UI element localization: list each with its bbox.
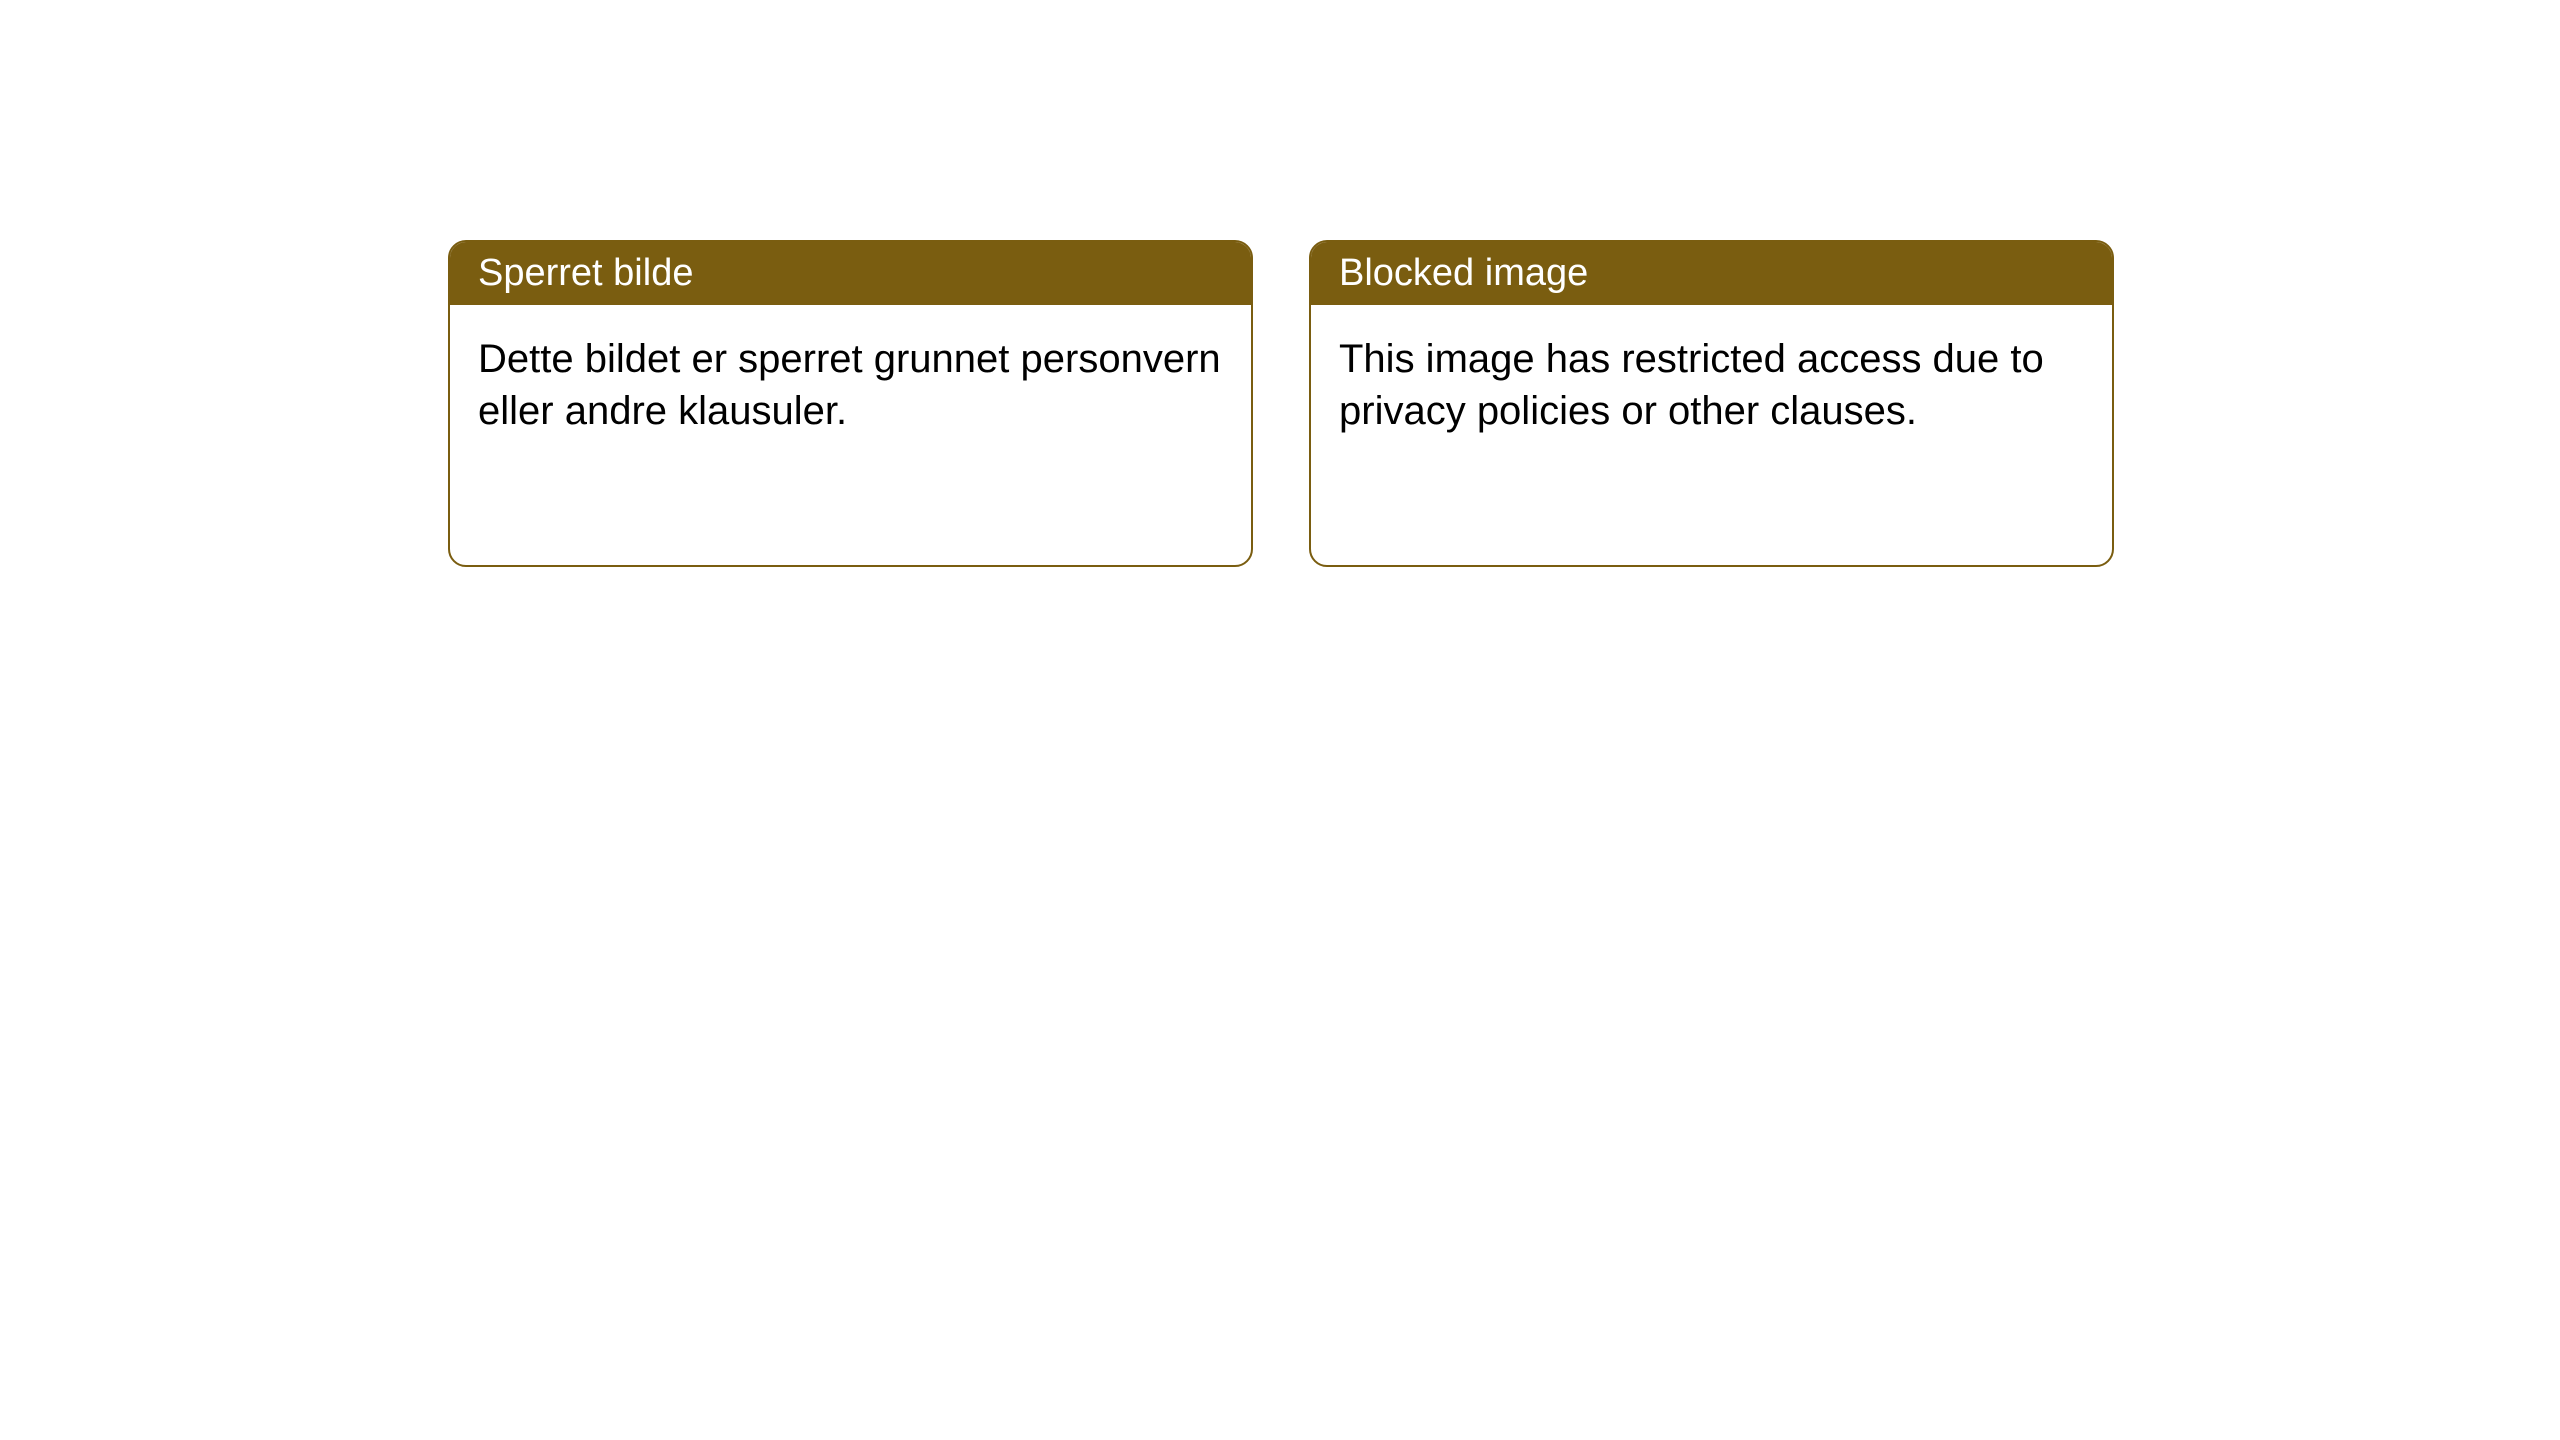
notice-card-english: Blocked image This image has restricted … xyxy=(1309,240,2114,567)
card-title: Blocked image xyxy=(1339,252,1588,294)
card-message: Dette bildet er sperret grunnet personve… xyxy=(478,333,1223,437)
card-message: This image has restricted access due to … xyxy=(1339,333,2084,437)
card-title: Sperret bilde xyxy=(478,252,693,294)
card-body: This image has restricted access due to … xyxy=(1311,305,2112,565)
card-header: Blocked image xyxy=(1311,242,2112,305)
card-body: Dette bildet er sperret grunnet personve… xyxy=(450,305,1251,565)
notice-cards-container: Sperret bilde Dette bildet er sperret gr… xyxy=(448,240,2114,567)
card-header: Sperret bilde xyxy=(450,242,1251,305)
notice-card-norwegian: Sperret bilde Dette bildet er sperret gr… xyxy=(448,240,1253,567)
